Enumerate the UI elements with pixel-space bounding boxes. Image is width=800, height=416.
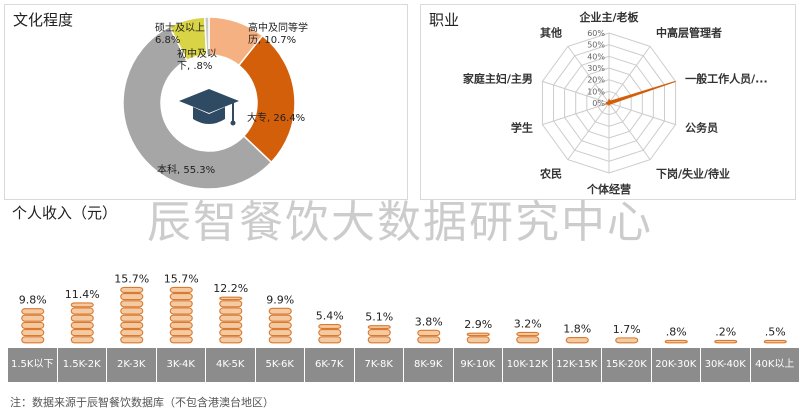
- radar-spoke: [608, 102, 676, 126]
- radar-axis-label: 中高层管理者: [656, 25, 722, 39]
- income-bar: [565, 336, 589, 344]
- income-category-label: 3K-4K: [156, 348, 206, 382]
- radar-tick-label: 40%: [587, 52, 605, 61]
- radar-tick-label: 20%: [587, 76, 605, 85]
- income-bar: [318, 324, 342, 344]
- income-bar: [615, 337, 639, 344]
- education-panel: 文化程度 高中及同等学历, 10.7% 大专, 26.4% 本科, 55.3% 硕士及…: [4, 4, 408, 200]
- income-category-axis: 1.5K以下 1.5K-2K 2K-3K 3K-4K 4K-5K 5K-6K 6K-7K 7K…: [8, 348, 800, 382]
- income-value-label: 9.9%: [266, 293, 294, 306]
- donut-slice-label: 高中及同等学历, 10.7%: [248, 21, 308, 46]
- radar-axis-label: 企业主/老板: [578, 10, 639, 24]
- income-title: 个人收入（元）: [12, 204, 118, 222]
- income-value-label: 15.7%: [114, 272, 149, 285]
- income-bar: [714, 339, 738, 344]
- income-value-label: 1.7%: [613, 323, 641, 336]
- radar-axis-label: 公务员: [685, 121, 718, 135]
- income-category-label: 5K-6K: [255, 348, 305, 382]
- income-bar: [268, 307, 292, 344]
- income-value-label: .5%: [765, 325, 786, 338]
- occupation-title: 职业: [429, 11, 460, 29]
- income-value-label: .2%: [715, 325, 736, 338]
- donut-slice-label: 大专, 26.4%: [247, 111, 305, 124]
- radar-axis-label: 一般工作人员/...: [685, 71, 768, 85]
- income-category-label: 30K-40K: [701, 348, 751, 382]
- income-value-label: 12.2%: [213, 282, 248, 295]
- income-value-label: 5.1%: [365, 311, 393, 324]
- income-category-label: 1.5K-2K: [57, 348, 107, 382]
- income-value-label: 3.8%: [415, 315, 443, 328]
- income-bar: [763, 339, 787, 344]
- education-donut-chart: 高中及同等学历, 10.7% 大专, 26.4% 本科, 55.3% 硕士及以上 6.8…: [122, 16, 308, 190]
- footnote: 注：数据来源于辰智餐饮数据库（不包含港澳台地区）: [10, 396, 274, 409]
- donut-slice-label: 初中及以下, .8%: [177, 47, 217, 72]
- radar-axis-label: 下岗/失业/待业: [656, 167, 730, 181]
- income-category-label: 6K-7K: [305, 348, 355, 382]
- radar-tick-label: 50%: [587, 41, 605, 50]
- income-category-label: 7K-8K: [354, 348, 404, 382]
- income-bar: [516, 331, 540, 344]
- donut-slice: [237, 34, 296, 164]
- income-bar: [169, 286, 193, 344]
- radar-axis-label: 学生: [511, 121, 533, 135]
- graduation-cap-icon: [179, 89, 239, 126]
- occupation-radar-chart: 0% 10% 20% 30% 40% 50% 60% 企业主/老板中高层管理者一般工作人员/.…: [463, 10, 768, 196]
- radar-axis-label: 家庭主妇/主男: [463, 71, 533, 85]
- radar-spoke: [608, 46, 651, 104]
- income-category-label: 10K-12K: [503, 348, 553, 382]
- income-value-label: .8%: [666, 325, 687, 338]
- income-category-label: 20K-30K: [651, 348, 701, 382]
- radar-spoke: [542, 80, 610, 104]
- income-value-label: 5.4%: [316, 310, 344, 323]
- radar-spoke: [567, 102, 610, 160]
- radar-tick-label: 30%: [587, 64, 605, 73]
- income-bar: [417, 329, 441, 344]
- income-category-label: 1.5K以下: [8, 348, 58, 382]
- donut-slice: [122, 25, 273, 190]
- radar-spoke: [608, 102, 651, 160]
- income-coin-chart: 9.8% 11.4% 15.7% 15.7% 12.2% 9.9% 5.4% 5.1% 3.8%…: [19, 272, 787, 344]
- income-bar: [466, 332, 490, 344]
- radar-tick-label: 0%: [592, 99, 605, 108]
- income-category-label: 4K-5K: [206, 348, 256, 382]
- income-category-label: 8K-9K: [404, 348, 454, 382]
- income-bar: [120, 286, 144, 344]
- income-value-label: 11.4%: [65, 288, 100, 301]
- income-value-label: 1.8%: [563, 323, 591, 336]
- income-bar: [70, 302, 94, 344]
- occupation-panel: 职业 0% 10% 20% 30% 40% 50% 60% 企业主/老板中高层管理者一般工作人…: [420, 4, 796, 200]
- income-bar: [367, 325, 391, 344]
- radar-tick-label: 60%: [587, 29, 605, 38]
- education-title: 文化程度: [13, 11, 74, 29]
- donut-slice-label: 本科, 55.3%: [157, 163, 215, 176]
- radar-spoke: [542, 102, 610, 126]
- radar-spoke: [567, 46, 610, 104]
- radar-tick-label: 10%: [587, 87, 605, 96]
- radar-axis-label: 其他: [540, 25, 562, 39]
- income-category-label: 9K-10K: [453, 348, 503, 382]
- income-value-label: 15.7%: [164, 272, 199, 285]
- donut-slice-label: 硕士及以上 6.8%: [155, 21, 205, 46]
- radar-axis-label: 农民: [539, 167, 562, 181]
- income-category-label: 2K-3K: [107, 348, 157, 382]
- radar-axis-label: 个体经营: [586, 182, 631, 196]
- income-category-label: 40K以上: [750, 348, 800, 382]
- income-category-label: 12K-15K: [552, 348, 602, 382]
- income-bar: [219, 296, 243, 344]
- donut-slice: [203, 16, 210, 56]
- income-value-label: 9.8%: [19, 294, 47, 307]
- income-value-label: 2.9%: [464, 318, 492, 331]
- income-category-label: 15K-20K: [602, 348, 652, 382]
- income-bar: [664, 339, 688, 344]
- income-bar: [21, 308, 45, 344]
- radar-series-area: [604, 80, 676, 107]
- income-value-label: 3.2%: [514, 317, 542, 330]
